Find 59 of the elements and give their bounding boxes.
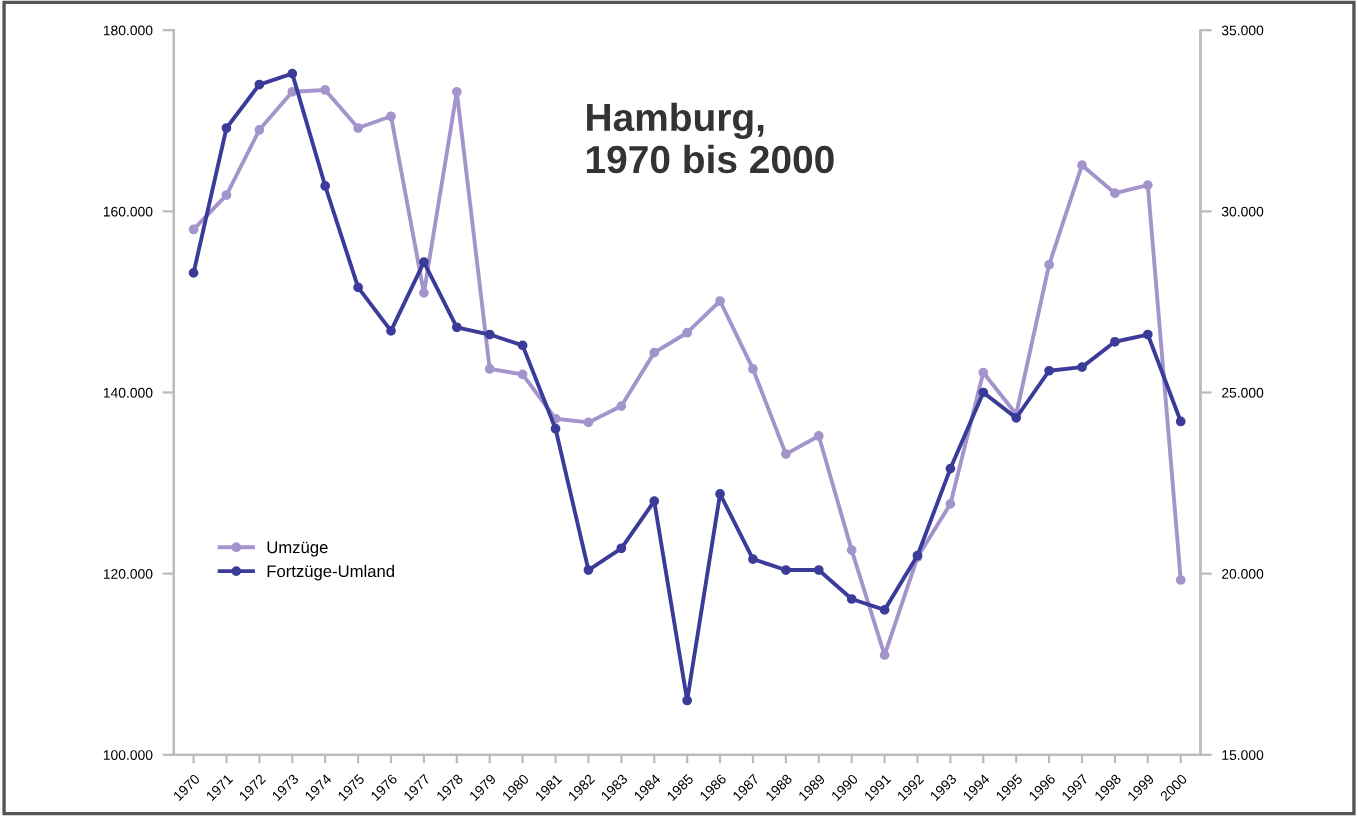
point <box>287 68 298 79</box>
point <box>451 322 462 333</box>
point <box>781 565 791 575</box>
point <box>1077 362 1087 372</box>
point <box>188 268 199 278</box>
point <box>715 296 725 306</box>
point <box>682 327 693 338</box>
point <box>978 367 989 378</box>
point <box>1175 416 1186 427</box>
point <box>550 423 561 434</box>
point <box>781 449 791 459</box>
point <box>484 329 495 340</box>
point <box>748 554 758 565</box>
point <box>386 326 396 336</box>
point <box>813 565 824 575</box>
point <box>978 387 989 398</box>
point <box>1142 329 1153 340</box>
point <box>320 85 331 95</box>
point <box>320 181 331 191</box>
point <box>1044 259 1054 270</box>
point <box>813 431 824 441</box>
point <box>682 695 693 706</box>
point <box>1110 188 1120 199</box>
point <box>451 86 462 97</box>
point <box>419 257 429 267</box>
point <box>221 123 232 133</box>
point <box>419 288 429 298</box>
point <box>517 340 528 351</box>
point <box>254 79 265 90</box>
point <box>353 123 363 133</box>
point <box>715 489 725 499</box>
point <box>484 364 495 374</box>
point <box>649 347 660 358</box>
point <box>583 417 594 428</box>
point <box>517 369 528 380</box>
point <box>1110 336 1120 347</box>
point <box>879 605 890 615</box>
legend-label: Fortzüge-Umland <box>267 564 394 581</box>
point <box>846 594 857 604</box>
point <box>1077 160 1087 171</box>
point <box>254 124 265 135</box>
point <box>945 463 956 474</box>
point <box>748 364 758 374</box>
point <box>1142 180 1153 190</box>
point <box>583 565 594 575</box>
point <box>616 543 627 554</box>
point <box>287 86 298 97</box>
point <box>945 499 956 509</box>
point <box>1044 365 1054 376</box>
point <box>846 545 857 555</box>
point <box>616 401 627 411</box>
point <box>386 111 396 122</box>
point <box>221 190 232 200</box>
point <box>188 224 199 235</box>
point <box>879 650 890 661</box>
point <box>1175 575 1186 585</box>
point <box>353 282 363 293</box>
legend-label: Umzüge <box>267 541 328 557</box>
text: Hamburg, 1970 bis 2000 <box>586 102 834 174</box>
